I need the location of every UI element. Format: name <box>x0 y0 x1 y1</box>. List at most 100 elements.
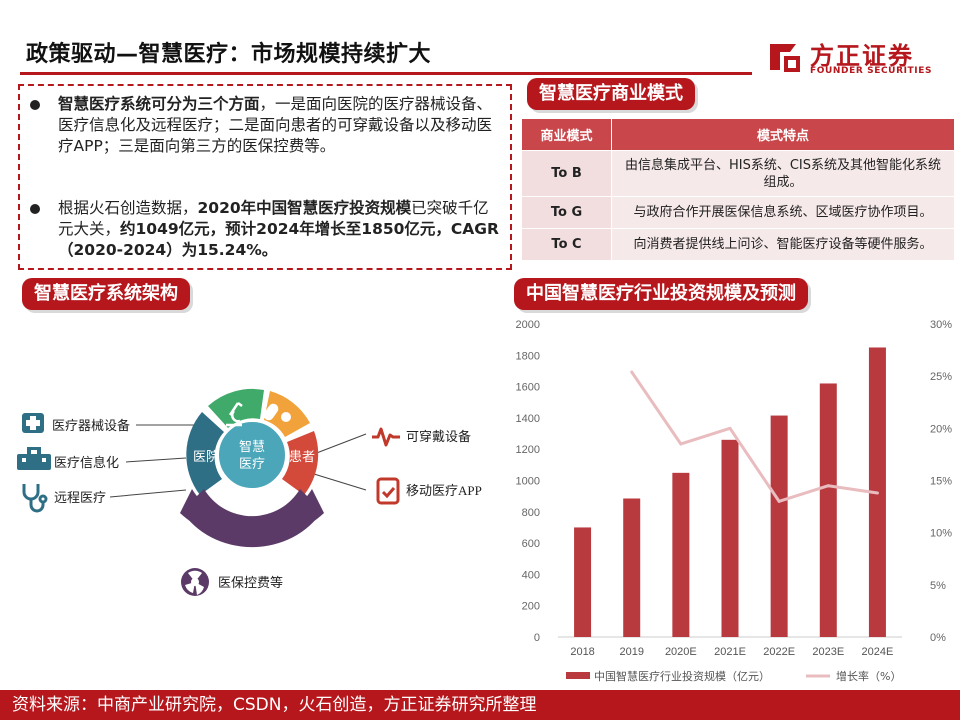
x-tick-label: 2018 <box>570 646 594 658</box>
chart-title: 中国智慧医疗行业投资规模及预测 <box>514 278 808 310</box>
growth-point <box>875 491 879 495</box>
y-right-tick-label: 20% <box>930 423 952 435</box>
bullet-2-bold: 2020年中国智慧医疗投资规模 <box>197 199 412 217</box>
table-row: To C 向消费者提供线上问诊、智能医疗设备等硬件服务。 <box>521 228 955 261</box>
bar <box>672 472 690 637</box>
table-cell-key: To G <box>521 196 612 229</box>
growth-point <box>826 484 830 488</box>
x-tick-label: 2022E <box>763 646 795 658</box>
segment-label-third: 第三方 <box>232 499 271 514</box>
y-left-tick-label: 600 <box>522 538 540 550</box>
bullet-2-mid: 已突破千亿元大关， <box>58 199 489 238</box>
y-left-tick-label: 1000 <box>516 476 540 488</box>
bullet-1-text: ，一是面向医院的医疗器械设备、医疗信息化及远程医疗；二是面向患者的可穿戴设备以及… <box>58 95 493 155</box>
y-left-tick-label: 2000 <box>516 319 540 331</box>
y-right-tick-label: 5% <box>930 580 946 592</box>
left-item-3: 远程医疗 <box>22 484 106 513</box>
center-label-1: 智慧 <box>239 439 265 454</box>
y-right-tick-label: 30% <box>930 319 952 331</box>
bottom-item-label: 医保控费等 <box>218 575 283 590</box>
x-tick-label: 2021E <box>714 646 746 658</box>
logo-mark-icon <box>770 44 800 72</box>
connector-line <box>313 473 367 491</box>
segment-green <box>208 388 264 428</box>
company-logo: 方正证券 FOUNDER SECURITIES <box>766 36 936 82</box>
center-label-2: 医疗 <box>239 456 265 471</box>
bar <box>623 498 641 637</box>
architecture-diagram: 医疗器械设备 医疗信息化 远程医疗 <box>17 388 482 596</box>
source-footer: 资料来源：中商产业研究院，CSDN，火石创造，方正证券研究所整理 <box>0 690 960 720</box>
clipboard-check-icon <box>376 477 400 505</box>
bullet-2-pre: 根据火石创造数据， <box>58 199 198 217</box>
growth-point <box>728 426 732 430</box>
y-right-tick-label: 10% <box>930 528 952 540</box>
bullet-point-1: 智慧医疗系统可分为三个方面，一是面向医院的医疗器械设备、医疗信息化及远程医疗；二… <box>30 94 504 157</box>
x-tick-label: 2024E <box>862 646 894 658</box>
y-left-tick-label: 400 <box>522 569 540 581</box>
left-item-label: 医疗信息化 <box>54 455 119 470</box>
y-left-tick-label: 1400 <box>516 413 540 425</box>
connector-line <box>125 457 187 463</box>
logo-text-en: FOUNDER SECURITIES <box>810 66 933 76</box>
x-tick-label: 2023E <box>812 646 844 658</box>
left-item-2: 医疗信息化 <box>17 447 119 470</box>
x-tick-label: 2019 <box>619 646 643 658</box>
right-item-1: 可穿戴设备 <box>372 427 471 447</box>
growth-line <box>630 371 878 503</box>
legend-label: 增长率（%） <box>836 669 901 683</box>
y-left-tick-label: 0 <box>534 632 540 644</box>
microscope-icon <box>226 402 243 427</box>
architecture-wheel: 智慧 医疗 医院 患者 第三方 <box>180 388 324 548</box>
left-item-1: 医疗器械设备 <box>22 413 130 433</box>
segment-label-patient: 患者 <box>289 449 315 464</box>
growth-point <box>777 499 781 503</box>
connector-line <box>313 433 367 455</box>
bar <box>819 383 837 637</box>
y-right-tick-label: 15% <box>930 476 952 488</box>
table-header-model: 商业模式 <box>521 118 612 151</box>
business-model-table: 商业模式 模式特点 To B 由信息集成平台、HIS系统、CIS系统及其他智能化… <box>521 118 955 261</box>
bullet-dot <box>30 204 40 214</box>
logo-text-cn: 方正证券 <box>810 42 914 70</box>
left-item-label: 远程医疗 <box>54 490 106 505</box>
table-header-feature: 模式特点 <box>611 118 955 151</box>
right-item-label: 移动医疗APP <box>406 483 482 498</box>
legend-label: 中国智慧医疗行业投资规模（亿元） <box>594 669 770 683</box>
page-title: 政策驱动—智慧医疗：市场规模持续扩大 <box>26 42 432 67</box>
table-cell-key: To B <box>521 150 612 197</box>
investment-chart: 0 200 400 600 800 1000 1200 1400 1600 1800 2000 0% 5… <box>516 319 953 683</box>
center-circle <box>217 420 287 490</box>
y-left-tick-label: 1200 <box>516 444 540 456</box>
bullet-dot <box>30 100 40 110</box>
y-right-tick-label: 0% <box>930 632 946 644</box>
bottom-item: 医保控费等 <box>181 568 283 596</box>
connector-line <box>109 489 187 498</box>
y-left-tick-label: 1600 <box>516 382 540 394</box>
bar <box>721 439 739 637</box>
growth-point <box>630 370 634 374</box>
y-left-tick-label: 1800 <box>516 350 540 362</box>
growth-point <box>679 442 683 446</box>
table-cell-value: 由信息集成平台、HIS系统、CIS系统及其他智能化系统组成。 <box>611 150 955 197</box>
pills-icon <box>263 403 291 422</box>
right-item-label: 可穿戴设备 <box>406 429 471 444</box>
table-row: To G 与政府合作开展医保信息系统、区域医疗协作项目。 <box>521 196 955 229</box>
segment-label-hospital: 医院 <box>193 449 219 464</box>
bullet-2-bold-2: 约1049亿元，预计2024年增长至1850亿元，CAGR（2020-2024）… <box>58 220 499 259</box>
x-tick-label: 2020E <box>665 646 697 658</box>
right-item-2: 移动医疗APP <box>376 477 482 505</box>
legend-swatch-bar <box>566 672 590 679</box>
segment-patient <box>282 431 319 495</box>
stethoscope-icon <box>22 484 48 513</box>
summary-box: 智慧医疗系统可分为三个方面，一是面向医院的医疗器械设备、医疗信息化及远程医疗；二… <box>18 84 512 270</box>
table-cell-value: 向消费者提供线上问诊、智能医疗设备等硬件服务。 <box>611 228 955 261</box>
business-model-title: 智慧医疗商业模式 <box>527 78 695 110</box>
bullet-point-2: 根据火石创造数据，2020年中国智慧医疗投资规模已突破千亿元大关，约1049亿元… <box>30 198 504 261</box>
table-row: To B 由信息集成平台、HIS系统、CIS系统及其他智能化系统组成。 <box>521 150 955 197</box>
bar <box>574 527 592 637</box>
title-divider <box>20 72 752 75</box>
y-left-tick-label: 800 <box>522 507 540 519</box>
left-item-label: 医疗器械设备 <box>52 418 130 433</box>
segment-hospital <box>186 412 224 495</box>
bullet-1-bold: 智慧医疗系统可分为三个方面 <box>58 95 260 113</box>
